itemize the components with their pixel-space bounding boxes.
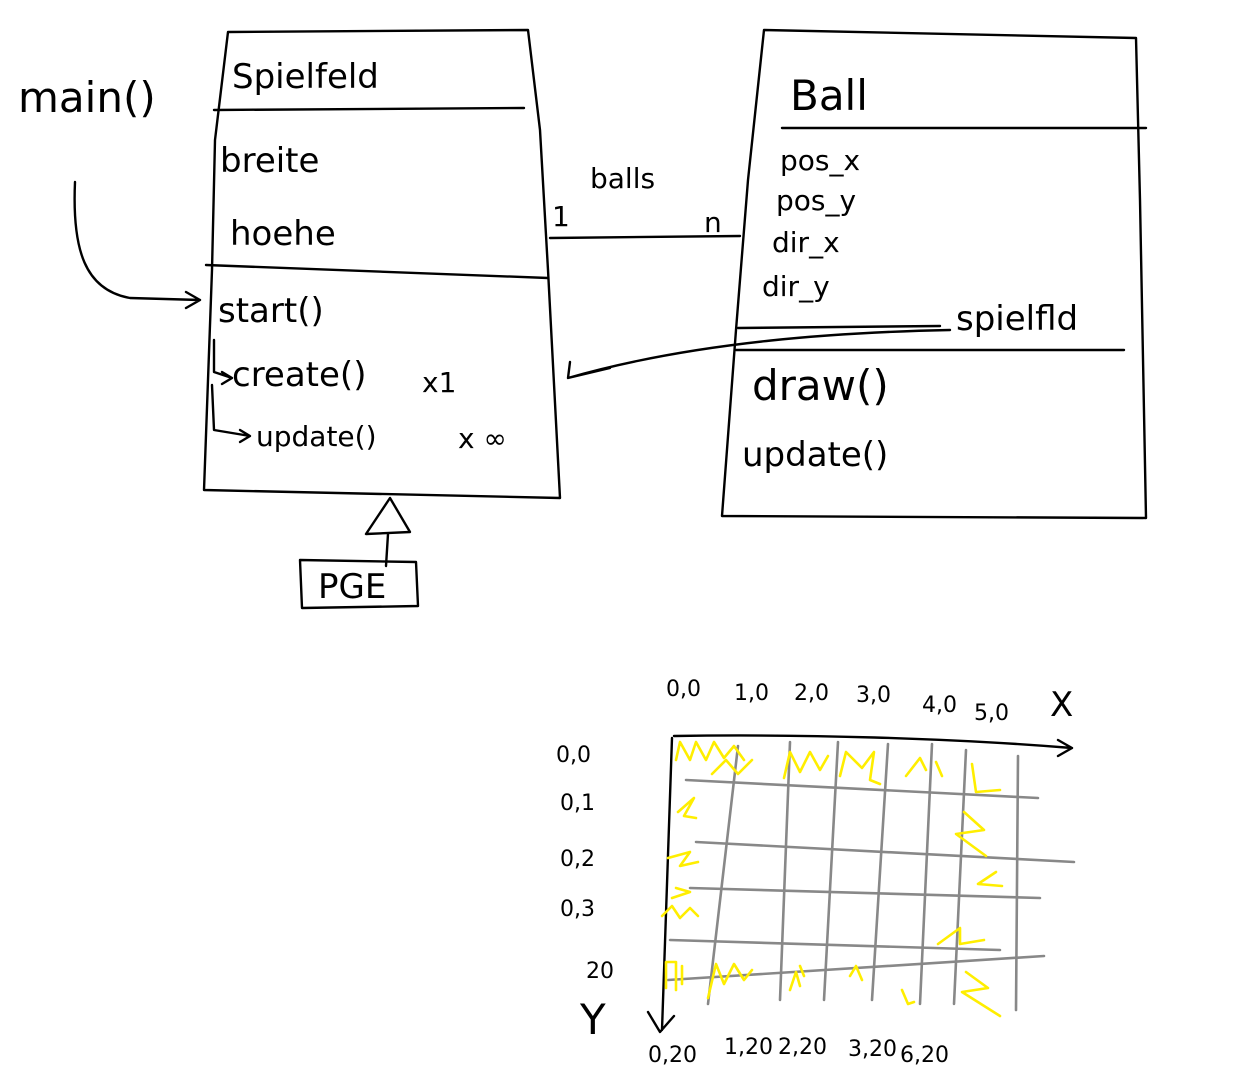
ball-attr-dir-x: dir_x [772,226,840,259]
ball-attr-pos-y: pos_y [776,184,856,217]
balls-association-line [548,234,742,240]
spielfeld-attr-hoehe: hoehe [230,214,336,254]
top-label-5: 5,0 [974,701,1009,726]
spielfeld-method-create: create() [232,355,366,395]
bottom-label-0: 0,20 [648,1043,697,1068]
association-multiplicity-right: n [704,206,722,239]
left-label-3: 0,3 [560,897,595,922]
y-axis-arrow [646,736,676,1034]
main-function-label: main() [18,73,156,122]
border-highlight-scribbles [660,740,1004,1018]
ball-class-box: Ball pos_x pos_y dir_x dir_y spielfld dr… [720,28,1148,520]
ball-class-title: Ball [790,71,868,120]
spielfeld-class-title: Spielfeld [232,57,379,97]
coordinate-grid [666,740,1076,1012]
left-label-4: 20 [586,959,614,984]
ball-attr-dir-y: dir_y [762,270,830,303]
left-label-2: 0,2 [560,847,595,872]
start-to-create-hook [212,338,234,386]
spielfeld-method-update: update() [256,420,377,453]
top-label-2: 2,0 [794,681,829,706]
bottom-label-1: 1,20 [724,1035,773,1060]
create-to-update-hook [210,383,252,444]
pge-class-label: PGE [318,567,386,607]
top-label-1: 1,0 [734,681,769,706]
y-axis-label: Y [579,995,606,1044]
x-axis-label: X [1050,685,1073,725]
bottom-label-4: 6,20 [900,1043,949,1068]
spielfeld-reference-arrow [566,328,952,380]
spielfeld-class-box: Spielfeld breite hoehe start() create() … [202,28,562,500]
bottom-label-2: 2,20 [778,1035,827,1060]
ball-method-update: update() [742,435,888,475]
ball-reference-label: spielfld [956,299,1078,339]
x-axis-arrow [672,734,1074,758]
left-label-1: 0,1 [560,791,595,816]
top-label-4: 4,0 [922,693,957,718]
ball-attr-pos-x: pos_x [780,144,860,177]
top-label-0: 0,0 [666,677,701,702]
spielfeld-method-start: start() [218,291,324,331]
main-to-start-arrow [73,180,202,310]
left-label-0: 0,0 [556,743,591,768]
spielfeld-create-note: x1 [422,366,456,399]
spielfeld-update-note: x ∞ [458,422,507,455]
bottom-label-3: 3,20 [848,1037,897,1062]
ball-method-draw: draw() [752,361,889,410]
inheritance-triangle [364,496,412,536]
spielfeld-attr-breite: breite [220,141,319,181]
association-multiplicity-left: 1 [552,200,570,233]
association-label: balls [590,162,655,195]
top-label-3: 3,0 [856,683,891,708]
pge-class-box [298,558,420,610]
